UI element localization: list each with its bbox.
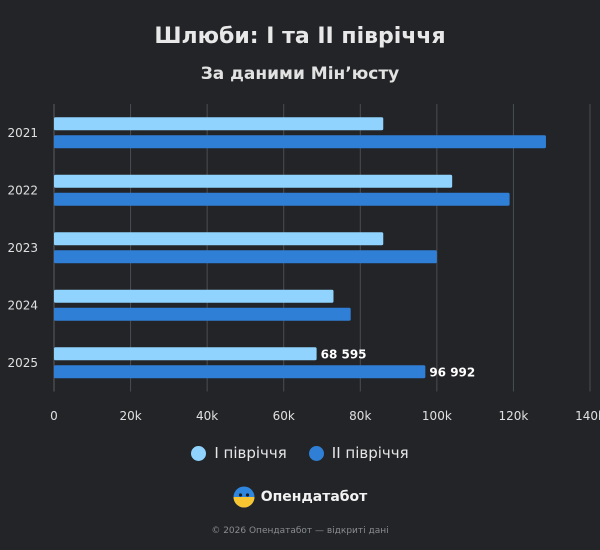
opendatabot-logo-icon [233,486,255,508]
footer-copyright: © 2026 Опендатабот — відкриті дані [211,526,389,536]
legend-label-h2: ІІ півріччя [331,444,409,462]
bar-1-2021[interactable] [54,117,384,131]
x-tick-label: 80k [349,409,371,423]
brand-logo: Опендатабот [0,486,600,508]
y-tick-label: 2021 [7,126,38,140]
x-tick-label: 100k [422,409,452,423]
bar-2-2021[interactable] [54,135,546,149]
bar-1-2022[interactable] [54,174,453,188]
data-label: 96 992 [429,365,475,379]
bar-1-2024[interactable] [54,289,334,303]
legend-item-h1[interactable]: І півріччя [191,444,287,462]
legend-swatch-h2 [308,445,324,461]
y-tick-label: 2025 [7,356,38,370]
bar-2-2022[interactable] [54,192,510,206]
bar-2-2024[interactable] [54,307,351,321]
x-tick-label: 140k [575,409,600,423]
bar-2-2025[interactable] [54,365,426,379]
chart-legend: І півріччя ІІ півріччя [0,444,600,462]
brand-name: Опендатабот [260,489,368,505]
y-tick-label: 2024 [7,298,38,312]
y-tick-label: 2023 [7,241,38,255]
legend-label-h1: І півріччя [214,444,287,462]
bar-2-2023[interactable] [54,250,437,264]
bar-chart: 0 20k 40k 60k 80k 100k 120k 140k 2021 2022 2023 202… [7,104,600,423]
x-tick-label: 40k [196,409,218,423]
x-tick-label: 20k [119,409,141,423]
x-tick-label: 0 [50,409,58,423]
bar-1-2023[interactable] [54,232,384,246]
y-tick-label: 2022 [7,183,38,197]
bar-1-2025[interactable] [54,347,317,361]
data-label: 68 595 [321,347,367,361]
x-tick-label: 120k [498,409,528,423]
legend-swatch-h1 [191,445,207,461]
chart-subtitle: За даними Мін’юсту [200,64,400,84]
chart-title: Шлюби: І та ІІ півріччя [154,24,446,49]
x-tick-label: 60k [273,409,295,423]
legend-item-h2[interactable]: ІІ півріччя [308,444,409,462]
